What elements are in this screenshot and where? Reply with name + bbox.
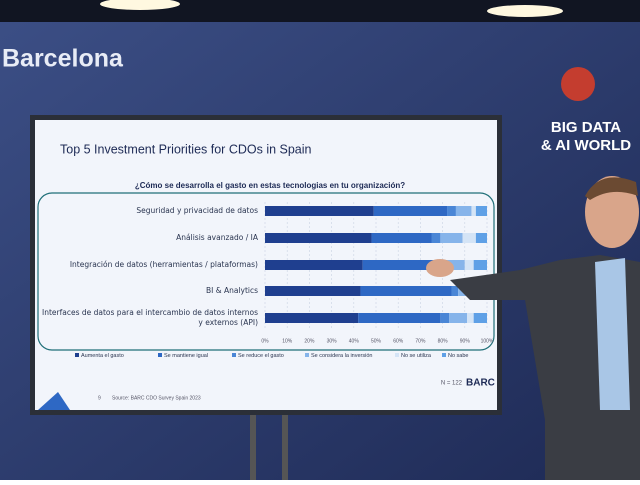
jacket <box>450 255 640 480</box>
source: Source: BARC CDO Survey Spain 2023 <box>112 395 201 401</box>
x-tick-label: 40% <box>349 338 360 344</box>
bar-segment <box>473 260 487 270</box>
chart: 0% 10% 20% 30% 40% 50% 60% 70% 80% 90% 100% Segurid… <box>42 202 494 359</box>
hair <box>585 177 638 200</box>
bar-segment <box>362 260 441 270</box>
y-tick-label: BI & Analytics <box>205 286 258 295</box>
category-label-box: BI & Analytics <box>205 286 258 295</box>
x-tick-label: 90% <box>460 338 471 344</box>
legend-label: Se considera la inversión <box>311 353 372 359</box>
x-tick-label: 70% <box>415 338 426 344</box>
legend-swatch <box>395 353 399 357</box>
chart-frame <box>37 192 495 351</box>
y-tick-label: Análisis avanzado / IA <box>176 233 258 242</box>
lamp <box>487 5 563 17</box>
x-tick-label: 100% <box>481 338 494 344</box>
chart-subtitle: ¿Cómo se desarrolla el gasto en estas te… <box>135 181 405 190</box>
lamp <box>100 0 180 10</box>
category-label-box: Interfaces de datos para el intercambio … <box>42 308 258 327</box>
bar-segment <box>371 233 432 243</box>
x-tick-label: 80% <box>438 338 449 344</box>
bar-segment <box>447 260 465 270</box>
legend-swatch <box>442 353 446 357</box>
legend-swatch <box>158 353 162 357</box>
bar-segment <box>265 233 372 243</box>
bar-segment <box>431 233 441 243</box>
x-tick-label: 20% <box>304 338 315 344</box>
bar-segment <box>265 286 361 296</box>
legend-label: Aumenta el gasto <box>81 353 124 359</box>
legend-label: Se mantiene igual <box>164 353 208 359</box>
event-name: & AI WORLD <box>541 137 631 154</box>
bar-segment <box>475 233 487 243</box>
bar-segment <box>440 313 450 323</box>
page-number: 9 <box>98 395 101 401</box>
logo: BARC <box>466 378 495 389</box>
bar-segment <box>447 206 456 216</box>
x-tick-label: 50% <box>371 338 382 344</box>
bar-segment <box>358 313 441 323</box>
chart-title: Top 5 Investment Priorities for CDOs in … <box>60 142 312 156</box>
event-logo <box>561 67 595 101</box>
legend-swatch <box>75 353 79 357</box>
slide-ornament <box>38 392 70 410</box>
x-tick-label: 60% <box>393 338 404 344</box>
bar-segment <box>373 206 448 216</box>
bar-segment <box>265 313 359 323</box>
x-tick-label: 10% <box>282 338 293 344</box>
bar-segment <box>449 313 468 323</box>
x-tick-label: 30% <box>327 338 338 344</box>
bar-segment <box>467 313 474 323</box>
bar-segment <box>440 233 463 243</box>
bar-segment <box>473 313 487 323</box>
category-label-box: Integración de datos (herramientas / pla… <box>69 260 258 269</box>
sample-size: N = 122 <box>441 381 463 387</box>
bar-segment <box>265 206 374 216</box>
banner: Barcelona <box>2 45 124 73</box>
bar-segment <box>265 260 363 270</box>
category-label-box: Seguridad y privacidad de datos <box>136 206 258 215</box>
bar-segment <box>464 260 474 270</box>
legend-swatch <box>305 353 309 357</box>
bar-segment <box>462 233 476 243</box>
legend-label: No se utiliza <box>401 353 432 359</box>
bar-segment <box>451 286 459 296</box>
y-tick-label: Interfaces de datos para el intercambio … <box>42 308 258 327</box>
bar-segment <box>471 206 476 216</box>
legend-label: No sabe <box>448 353 469 359</box>
hand <box>426 259 454 277</box>
x-tick-label: 0% <box>261 338 269 344</box>
legend-label: Se reduce el gasto <box>238 353 284 359</box>
y-tick-label: Integración de datos (herramientas / pla… <box>69 260 258 269</box>
shirt <box>595 258 630 410</box>
presenter <box>426 176 640 480</box>
legend-swatch <box>232 353 236 357</box>
y-tick-label: Seguridad y privacidad de datos <box>136 206 258 215</box>
category-label-box: Análisis avanzado / IA <box>176 233 258 242</box>
event-name: BIG DATA <box>551 119 621 136</box>
bar-segment <box>360 286 452 296</box>
stand <box>250 410 256 480</box>
bar-segment <box>455 206 472 216</box>
bar-segment <box>475 206 487 216</box>
stand <box>282 410 288 480</box>
